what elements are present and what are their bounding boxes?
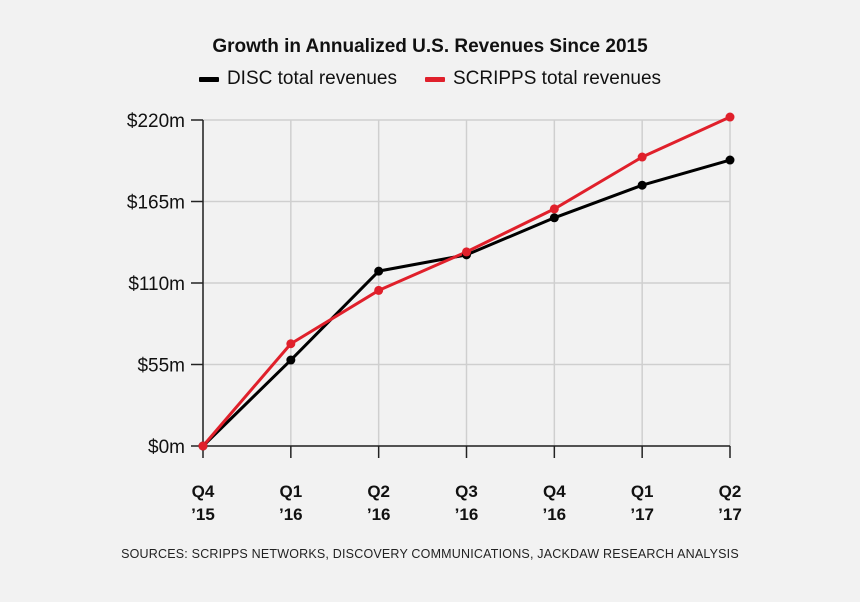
x-tick-label-4-line2: ’16 xyxy=(543,505,567,524)
series-1-point-0 xyxy=(198,441,208,451)
series-0-point-2 xyxy=(374,266,384,276)
legend-item-disc: DISC total revenues xyxy=(198,68,397,90)
legend-label-scripps: SCRIPPS total revenues xyxy=(452,68,662,89)
x-tick-label-0-line2: ’15 xyxy=(191,505,215,524)
series-1-point-4 xyxy=(549,204,559,214)
series-0-point-6 xyxy=(725,155,735,165)
y-tick-label-1: $55m xyxy=(137,356,185,377)
series-0-point-1 xyxy=(286,355,296,365)
legend-swatch-scripps xyxy=(424,76,445,82)
y-tick-label-3: $165m xyxy=(127,193,185,214)
source-note: SOURCES: SCRIPPS NETWORKS, DISCOVERY COM… xyxy=(121,547,739,561)
x-tick-label-0-line1: Q4 xyxy=(192,482,215,501)
x-tick-label-6-line1: Q2 xyxy=(719,482,742,501)
chart-title: Growth in Annualized U.S. Revenues Since… xyxy=(212,36,648,57)
y-tick-label-2: $110m xyxy=(128,274,185,295)
series-1-point-2 xyxy=(374,285,384,295)
series-1-point-3 xyxy=(462,247,471,257)
legend-item-scripps: SCRIPPS total revenues xyxy=(424,68,662,90)
x-tick-label-1-line2: ’16 xyxy=(279,505,303,524)
x-tick-label-2-line2: ’16 xyxy=(367,505,391,524)
legend-swatch-disc xyxy=(198,76,219,82)
y-tick-label-4: $220m xyxy=(127,111,185,132)
x-tick-label-6-line2: ’17 xyxy=(718,505,742,524)
legend: DISC total revenues SCRIPPS total revenu… xyxy=(0,68,860,90)
y-tick-label-0: $0m xyxy=(148,437,185,458)
series-0-point-5 xyxy=(637,180,647,190)
x-tick-label-5-line2: ’17 xyxy=(630,505,654,524)
series-1-point-1 xyxy=(286,339,296,349)
series-1-point-6 xyxy=(725,112,735,122)
x-tick-label-3-line1: Q3 xyxy=(455,482,478,501)
x-tick-label-5-line1: Q1 xyxy=(631,482,654,501)
x-tick-label-1-line1: Q1 xyxy=(279,482,302,501)
x-tick-label-2-line1: Q2 xyxy=(367,482,390,501)
x-tick-label-3-line2: ’16 xyxy=(455,505,479,524)
series-0-point-4 xyxy=(549,213,559,223)
legend-label-disc: DISC total revenues xyxy=(226,68,397,89)
series-1-point-5 xyxy=(637,152,647,162)
x-tick-label-4-line1: Q4 xyxy=(543,482,566,501)
